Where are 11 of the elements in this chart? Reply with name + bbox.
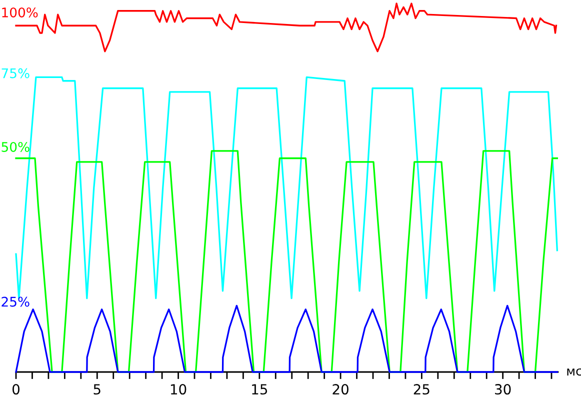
annotation: 25% xyxy=(2,296,30,307)
x-tick-label: 15 xyxy=(252,384,268,395)
annotation: 50% xyxy=(2,142,30,152)
x-tick-label: 0 xyxy=(12,384,20,395)
x-tick-label: 30 xyxy=(495,384,511,395)
x-tick-label: 10 xyxy=(170,384,186,395)
annotation: 75% xyxy=(2,68,30,78)
annotation: 100% xyxy=(2,7,38,18)
x-tick-label: 20 xyxy=(332,384,348,395)
x-tick-label: 5 xyxy=(94,384,100,395)
x-tick-label: 25 xyxy=(414,384,430,395)
